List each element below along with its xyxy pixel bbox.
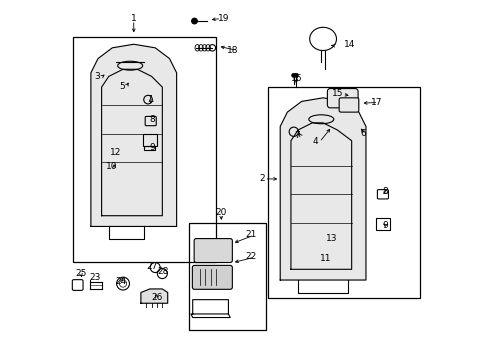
Text: 8: 8 — [149, 116, 155, 125]
Text: 1: 1 — [131, 14, 136, 23]
Bar — [189, 223, 265, 330]
Text: 18: 18 — [227, 46, 238, 55]
Text: 7: 7 — [294, 131, 300, 140]
Text: 5: 5 — [119, 82, 125, 91]
FancyBboxPatch shape — [339, 98, 358, 112]
Text: 15: 15 — [332, 89, 343, 98]
Bar — [267, 87, 419, 298]
Circle shape — [191, 18, 197, 24]
Text: 4: 4 — [312, 137, 317, 146]
Text: 9: 9 — [382, 221, 387, 230]
Text: 8: 8 — [382, 187, 387, 196]
Text: 23: 23 — [89, 273, 101, 282]
Text: 12: 12 — [110, 148, 122, 157]
Text: 11: 11 — [320, 254, 331, 263]
FancyBboxPatch shape — [194, 239, 232, 262]
Text: 24: 24 — [115, 276, 126, 285]
Text: 28: 28 — [158, 267, 169, 276]
Text: 25: 25 — [75, 269, 86, 278]
Circle shape — [294, 73, 298, 77]
Text: 17: 17 — [370, 98, 382, 107]
FancyBboxPatch shape — [192, 265, 232, 289]
Circle shape — [291, 73, 295, 77]
Text: 9: 9 — [149, 143, 155, 152]
Text: 21: 21 — [245, 230, 256, 239]
Text: 16: 16 — [290, 75, 302, 84]
Polygon shape — [141, 289, 167, 303]
Text: 10: 10 — [105, 162, 117, 171]
Text: 3: 3 — [94, 72, 100, 81]
Text: 19: 19 — [218, 14, 229, 23]
Polygon shape — [91, 44, 176, 226]
Bar — [144, 146, 155, 150]
Text: 7: 7 — [145, 95, 151, 104]
Text: 27: 27 — [145, 262, 157, 271]
Bar — [142, 134, 157, 146]
Text: 6: 6 — [360, 129, 365, 138]
Bar — [375, 217, 389, 230]
Text: 2: 2 — [259, 174, 264, 183]
Text: 26: 26 — [151, 293, 163, 302]
Bar — [73, 37, 216, 262]
FancyBboxPatch shape — [326, 89, 357, 108]
Text: 22: 22 — [245, 252, 256, 261]
Polygon shape — [280, 98, 365, 280]
Text: 14: 14 — [343, 40, 354, 49]
Text: 20: 20 — [215, 208, 226, 217]
Text: 13: 13 — [325, 234, 336, 243]
